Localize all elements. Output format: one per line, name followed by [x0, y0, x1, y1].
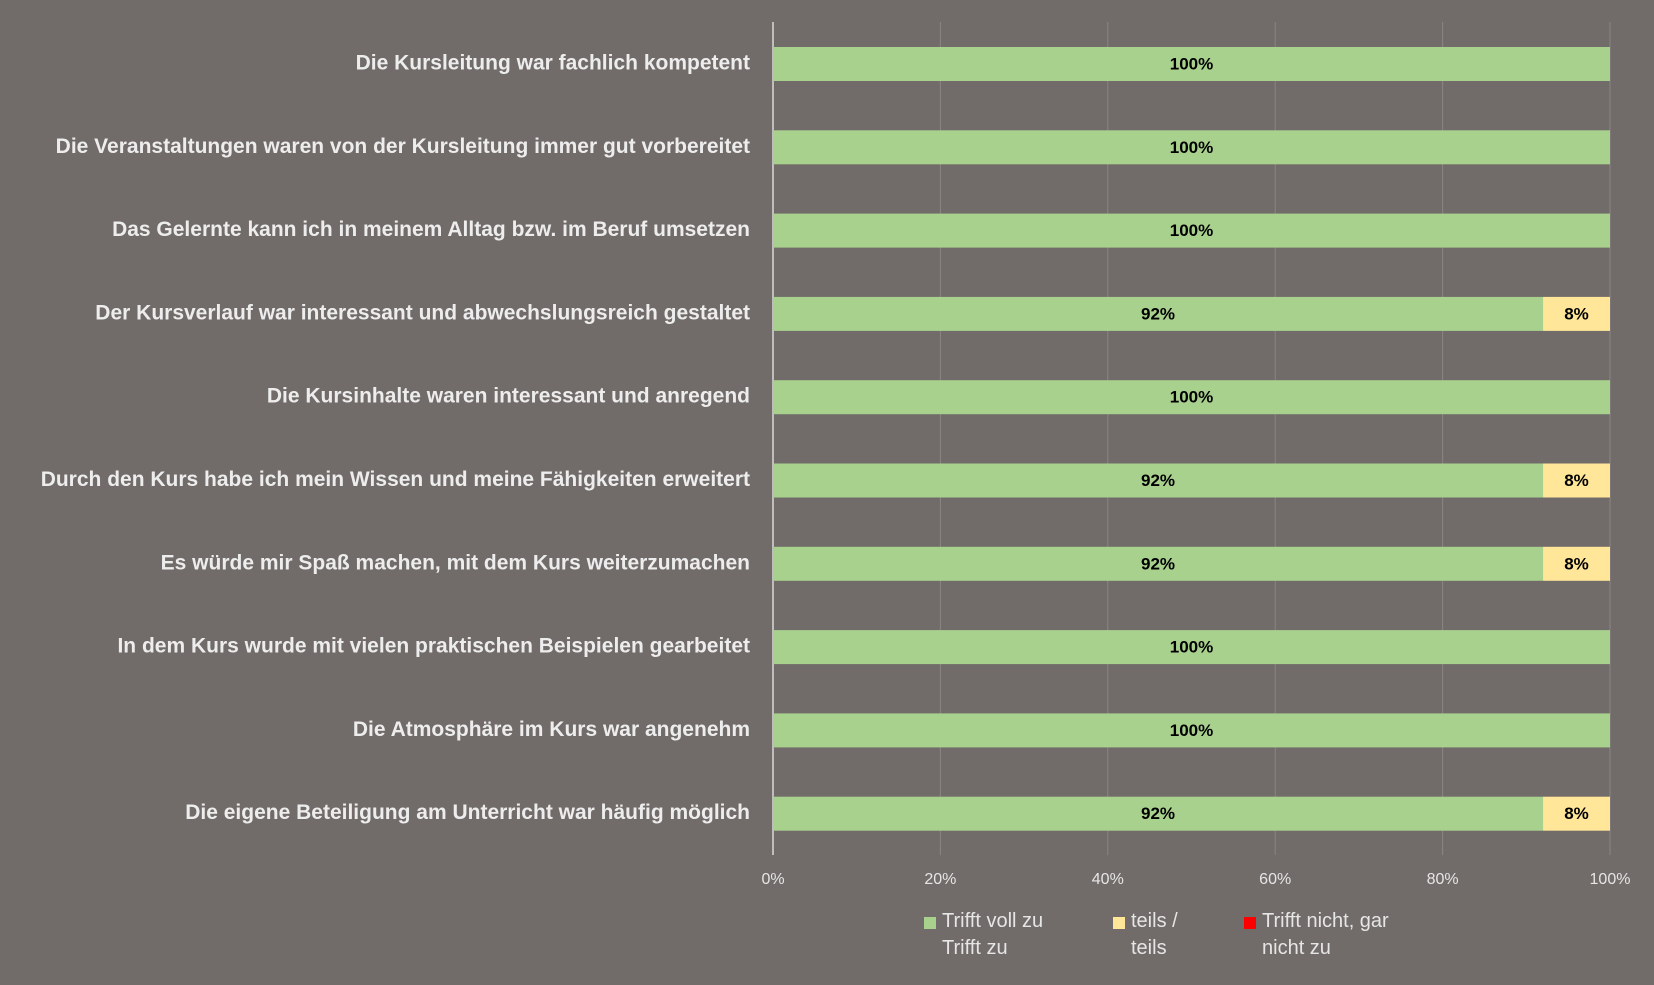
legend-swatch — [924, 917, 936, 929]
data-label: 8% — [1564, 804, 1589, 823]
legend-label: teils / teils — [1131, 910, 1178, 959]
bar-segment — [773, 47, 1610, 81]
legend-label: Trifft nicht, gar nicht zu — [1262, 910, 1389, 959]
bar-segment — [1543, 463, 1610, 498]
data-label: 100% — [1170, 721, 1213, 740]
bar-segment — [773, 713, 1610, 748]
category-label: Die eigene Beteiligung am Unterricht war… — [185, 801, 750, 824]
x-tick-label: 100% — [1590, 871, 1631, 888]
data-label: 8% — [1564, 554, 1589, 573]
bar-segment — [773, 380, 1610, 415]
legend-swatch — [1244, 917, 1256, 929]
x-tick-label: 80% — [1427, 871, 1459, 888]
bar-segment — [773, 546, 1544, 581]
legend-swatch — [1113, 917, 1125, 929]
data-label: 100% — [1170, 221, 1213, 240]
bar-segment — [773, 296, 1544, 331]
bar-segment — [1543, 796, 1610, 831]
x-tick-label: 0% — [761, 871, 784, 888]
bar-segment — [773, 213, 1610, 248]
bar-segment — [773, 796, 1544, 831]
category-label: In dem Kurs wurde mit vielen praktischen… — [117, 635, 750, 658]
data-label: 100% — [1170, 638, 1213, 657]
data-label: 8% — [1564, 304, 1589, 323]
category-label: Die Atmosphäre im Kurs war angenehm — [353, 718, 750, 741]
x-tick-label: 60% — [1259, 871, 1291, 888]
data-label: 92% — [1141, 304, 1175, 323]
category-label: Die Kursinhalte waren interessant und an… — [267, 385, 750, 408]
category-label: Die Veranstaltungen waren von der Kursle… — [56, 135, 750, 158]
data-label: 100% — [1170, 388, 1213, 407]
data-label: 92% — [1141, 554, 1175, 573]
bar-segment — [773, 463, 1544, 498]
x-tick-label: 40% — [1092, 871, 1124, 888]
category-label: Das Gelernte kann ich in meinem Alltag b… — [112, 218, 750, 241]
bar-segment — [773, 130, 1610, 165]
data-label: 100% — [1170, 138, 1213, 157]
bar-segment — [1543, 546, 1610, 581]
category-label: Es würde mir Spaß machen, mit dem Kurs w… — [161, 551, 750, 574]
category-label: Der Kursverlauf war interessant und abwe… — [95, 301, 750, 324]
legend-label: Trifft voll zu Trifft zu — [942, 910, 1044, 959]
category-label: Durch den Kurs habe ich mein Wissen und … — [41, 468, 750, 491]
category-label: Die Kursleitung war fachlich kompetent — [356, 52, 750, 75]
x-tick-label: 20% — [924, 871, 956, 888]
data-label: 92% — [1141, 471, 1175, 490]
bar-segment — [773, 630, 1610, 665]
data-label: 8% — [1564, 471, 1589, 490]
data-label: 100% — [1170, 54, 1213, 73]
data-label: 92% — [1141, 804, 1175, 823]
bar-segment — [1543, 296, 1610, 331]
